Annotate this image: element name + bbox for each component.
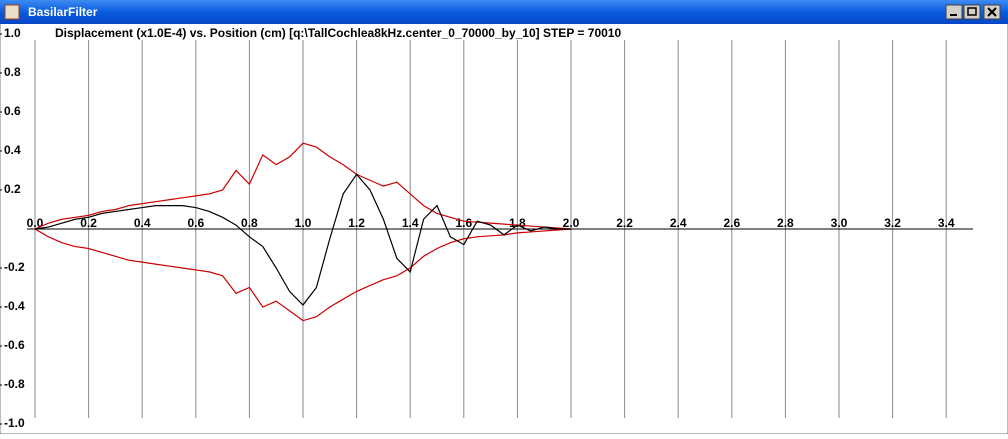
y-tick-label: -1.0 [4, 416, 25, 430]
x-tick-label: 1.2 [348, 216, 365, 230]
x-tick-label: 0.8 [241, 216, 258, 230]
x-tick-label: 3.2 [884, 216, 901, 230]
x-tick-label: 3.0 [831, 216, 848, 230]
y-tick-label: 0.8 [4, 65, 21, 79]
x-tick-label: 3.4 [938, 216, 955, 230]
y-tick-label: 1.0 [4, 26, 21, 40]
x-tick-label: 2.2 [616, 216, 633, 230]
window-title: BasilarFilter [28, 5, 98, 19]
plot: 0.0 0.2 0.4 0.6 0.8 1.0 1.2 1.4 1.6 1.8 2.0 2.2 2.4 2… [0, 26, 973, 430]
y-tick-label: -0.2 [4, 260, 25, 274]
close-button[interactable] [983, 4, 1001, 20]
x-tick-label: 0.6 [187, 216, 204, 230]
x-tick-label: 2.8 [777, 216, 794, 230]
data-line [34, 228, 572, 322]
y-tick-label: 0.2 [4, 182, 21, 196]
x-tick-label: 2.4 [670, 216, 687, 230]
y-tick-label: -0.6 [4, 338, 25, 352]
y-tick-label: 0.4 [4, 143, 21, 157]
y-tick-label: -0.8 [4, 377, 25, 391]
x-tick-label: 0.2 [80, 216, 97, 230]
maximize-button[interactable] [963, 4, 981, 20]
data-line [34, 173, 571, 306]
minimize-button[interactable] [945, 4, 963, 20]
x-tick-label: 2.6 [723, 216, 740, 230]
app-icon [4, 4, 20, 20]
x-tick-label: 0.4 [134, 216, 151, 230]
x-tick-label: 1.0 [295, 216, 312, 230]
y-tick-label: -0.4 [4, 299, 25, 313]
title-bar [0, 0, 1008, 24]
x-tick-label: 1.4 [402, 216, 419, 230]
x-tick-label: 2.0 [563, 216, 580, 230]
chart-title: Displacement (x1.0E-4) vs. Position (cm)… [55, 26, 621, 40]
x-tick-label: 1.6 [455, 216, 472, 230]
y-tick-label: 0.6 [4, 104, 21, 118]
